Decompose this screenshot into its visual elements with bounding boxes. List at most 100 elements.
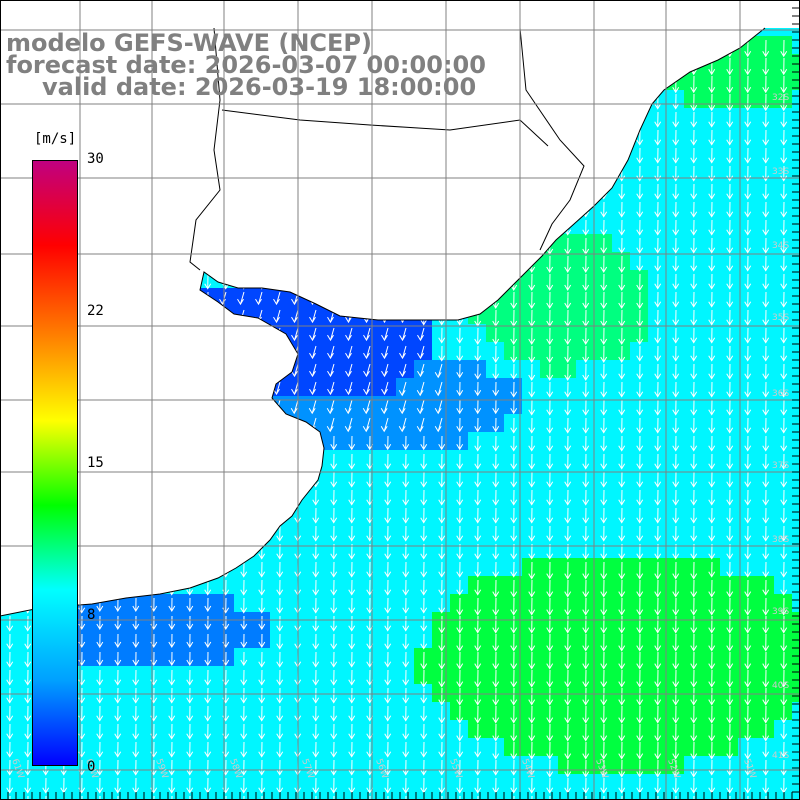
wind-cell xyxy=(486,432,504,450)
wind-cell xyxy=(252,666,270,684)
wind-cell xyxy=(594,342,612,360)
wind-cell xyxy=(126,774,144,792)
wind-cell xyxy=(774,432,792,450)
wind-cell xyxy=(648,666,666,684)
wind-cell xyxy=(396,702,414,720)
wind-cell xyxy=(414,648,432,666)
wind-cell xyxy=(540,576,558,594)
wind-cell xyxy=(792,432,800,450)
wind-cell xyxy=(540,378,558,396)
wind-cell xyxy=(630,468,648,486)
wind-cell xyxy=(180,774,198,792)
wind-cell xyxy=(684,648,702,666)
wind-cell xyxy=(684,414,702,432)
wind-cell xyxy=(774,72,792,90)
wind-cell xyxy=(378,450,396,468)
wind-cell xyxy=(540,648,558,666)
wind-cell xyxy=(216,594,234,612)
wind-cell xyxy=(738,738,756,756)
wind-cell xyxy=(504,684,522,702)
wind-cell xyxy=(306,720,324,738)
wind-cell xyxy=(666,198,684,216)
wind-cell xyxy=(342,684,360,702)
wind-cell xyxy=(288,558,306,576)
wind-cell xyxy=(666,162,684,180)
wind-cell xyxy=(522,450,540,468)
wind-cell xyxy=(792,612,800,630)
wind-cell xyxy=(738,792,756,800)
wind-cell xyxy=(702,576,720,594)
wind-cell xyxy=(396,684,414,702)
wind-cell xyxy=(720,270,738,288)
wind-cell xyxy=(396,738,414,756)
wind-cell xyxy=(360,540,378,558)
wind-cell xyxy=(504,792,522,800)
wind-cell xyxy=(540,324,558,342)
wind-cell xyxy=(576,414,594,432)
wind-cell xyxy=(612,702,630,720)
wind-cell xyxy=(468,792,486,800)
wind-cell xyxy=(666,720,684,738)
wind-cell xyxy=(648,252,666,270)
wind-cell xyxy=(504,774,522,792)
wind-cell xyxy=(774,630,792,648)
wind-cell xyxy=(270,648,288,666)
wind-cell xyxy=(252,738,270,756)
wind-cell xyxy=(648,612,666,630)
wind-cell xyxy=(558,738,576,756)
wind-cell xyxy=(504,558,522,576)
wind-cell xyxy=(612,450,630,468)
wind-cell xyxy=(450,612,468,630)
wind-cell xyxy=(288,576,306,594)
wind-cell xyxy=(414,684,432,702)
wind-cell xyxy=(432,666,450,684)
wind-cell xyxy=(792,324,800,342)
wind-cell xyxy=(306,666,324,684)
wind-cell xyxy=(468,504,486,522)
wind-cell xyxy=(342,540,360,558)
wind-cell xyxy=(774,360,792,378)
wind-cell xyxy=(144,738,162,756)
wind-cell xyxy=(468,666,486,684)
wind-cell xyxy=(378,576,396,594)
wind-cell xyxy=(684,162,702,180)
wind-cell xyxy=(288,684,306,702)
wind-cell xyxy=(774,558,792,576)
wind-cell xyxy=(594,594,612,612)
wind-cell xyxy=(180,738,198,756)
wind-cell xyxy=(702,144,720,162)
lat-label: 39S xyxy=(772,607,789,617)
wind-cell xyxy=(594,792,612,800)
wind-cell xyxy=(612,522,630,540)
wind-cell xyxy=(756,576,774,594)
wind-cell xyxy=(756,702,774,720)
wind-cell xyxy=(594,360,612,378)
wind-cell xyxy=(522,288,540,306)
wind-cell xyxy=(576,720,594,738)
wind-cell xyxy=(684,90,702,108)
wind-cell xyxy=(234,666,252,684)
wind-cell xyxy=(684,684,702,702)
wind-cell xyxy=(738,522,756,540)
wind-cell xyxy=(792,522,800,540)
wind-cell xyxy=(432,684,450,702)
wind-cell xyxy=(702,720,720,738)
wind-cell xyxy=(774,324,792,342)
wind-cell xyxy=(774,342,792,360)
wind-cell xyxy=(684,324,702,342)
wind-cell xyxy=(558,270,576,288)
wind-cell xyxy=(54,792,72,800)
wind-cell xyxy=(630,216,648,234)
wind-cell xyxy=(378,684,396,702)
wind-cell xyxy=(504,666,522,684)
wind-cell xyxy=(396,504,414,522)
wind-cell xyxy=(792,720,800,738)
lat-label: 34S xyxy=(772,241,789,251)
wind-cell xyxy=(648,360,666,378)
wind-cell xyxy=(522,504,540,522)
wind-cell xyxy=(576,342,594,360)
wind-cell xyxy=(486,576,504,594)
wind-cell xyxy=(468,540,486,558)
wind-cell xyxy=(666,702,684,720)
wind-cell xyxy=(270,630,288,648)
